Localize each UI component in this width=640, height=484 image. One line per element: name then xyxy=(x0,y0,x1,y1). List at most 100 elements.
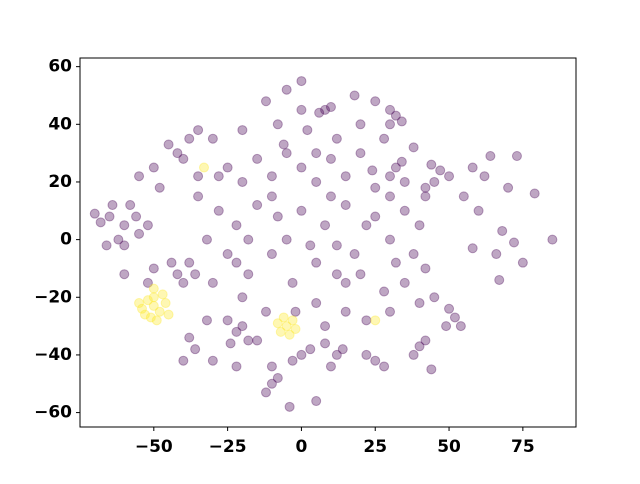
point xyxy=(426,364,437,375)
point xyxy=(479,171,490,182)
y-tick-label: −20 xyxy=(34,287,72,307)
point xyxy=(467,243,478,254)
point xyxy=(134,298,145,309)
point xyxy=(340,171,351,182)
point xyxy=(193,171,204,182)
point xyxy=(178,277,189,288)
point xyxy=(370,315,381,326)
point xyxy=(511,151,522,162)
point xyxy=(190,344,201,355)
point xyxy=(284,329,295,340)
point xyxy=(290,323,301,334)
point xyxy=(213,205,224,216)
point xyxy=(184,257,195,268)
point xyxy=(340,200,351,211)
point xyxy=(331,133,342,144)
point xyxy=(547,234,558,245)
point xyxy=(385,191,395,202)
point xyxy=(379,133,390,144)
point xyxy=(408,142,419,153)
point xyxy=(361,315,372,326)
point xyxy=(231,220,242,231)
y-tick-label: −40 xyxy=(34,345,72,365)
point xyxy=(207,277,218,288)
point xyxy=(296,205,307,216)
point xyxy=(266,249,277,260)
point xyxy=(139,309,150,320)
point xyxy=(272,119,283,130)
point xyxy=(231,326,242,337)
point xyxy=(272,211,283,222)
point xyxy=(281,234,292,245)
point xyxy=(414,341,425,352)
point xyxy=(296,162,307,173)
point xyxy=(237,176,248,187)
point xyxy=(494,274,505,285)
point xyxy=(222,315,233,326)
point xyxy=(311,148,322,159)
point xyxy=(458,191,469,202)
point xyxy=(163,309,174,320)
point xyxy=(193,125,204,136)
point xyxy=(311,396,322,407)
point xyxy=(101,240,112,251)
point xyxy=(184,133,195,144)
point xyxy=(160,298,171,309)
point xyxy=(420,335,431,346)
x-tick-label: 50 xyxy=(437,437,461,457)
point xyxy=(355,269,366,280)
point xyxy=(325,102,336,113)
point xyxy=(491,249,502,260)
y-tick-label: 60 xyxy=(48,57,72,77)
point xyxy=(142,220,153,231)
point xyxy=(349,249,360,260)
point xyxy=(275,326,286,337)
point xyxy=(302,125,313,136)
point xyxy=(314,107,325,118)
point xyxy=(148,162,159,173)
point xyxy=(266,361,277,372)
point xyxy=(320,220,331,231)
x-tick-label: 0 xyxy=(296,437,308,457)
point xyxy=(331,269,342,280)
point xyxy=(414,220,425,231)
point xyxy=(225,338,236,349)
point xyxy=(429,292,440,303)
point xyxy=(231,257,242,268)
point xyxy=(142,295,153,306)
point xyxy=(178,355,189,366)
point xyxy=(390,162,401,173)
x-tick-label: 25 xyxy=(363,437,387,457)
point xyxy=(379,361,390,372)
point xyxy=(134,228,145,239)
point xyxy=(284,401,295,412)
point xyxy=(166,257,177,268)
point xyxy=(385,306,395,317)
point xyxy=(385,234,395,245)
point xyxy=(390,257,401,268)
point xyxy=(509,237,519,248)
point xyxy=(137,303,147,314)
point xyxy=(287,315,298,326)
point xyxy=(305,240,316,251)
point xyxy=(473,205,484,216)
point xyxy=(107,200,118,211)
point xyxy=(104,211,115,222)
point xyxy=(420,182,431,193)
point xyxy=(455,321,466,332)
point xyxy=(370,182,381,193)
point xyxy=(281,84,292,95)
point xyxy=(261,306,271,317)
point xyxy=(272,318,283,329)
point xyxy=(261,96,271,107)
point xyxy=(134,171,145,182)
point xyxy=(305,344,316,355)
point xyxy=(408,349,419,360)
point xyxy=(296,349,307,360)
point xyxy=(131,211,142,222)
point xyxy=(272,372,283,383)
point xyxy=(296,76,307,87)
point xyxy=(399,205,410,216)
point xyxy=(449,312,460,323)
point xyxy=(296,104,307,115)
